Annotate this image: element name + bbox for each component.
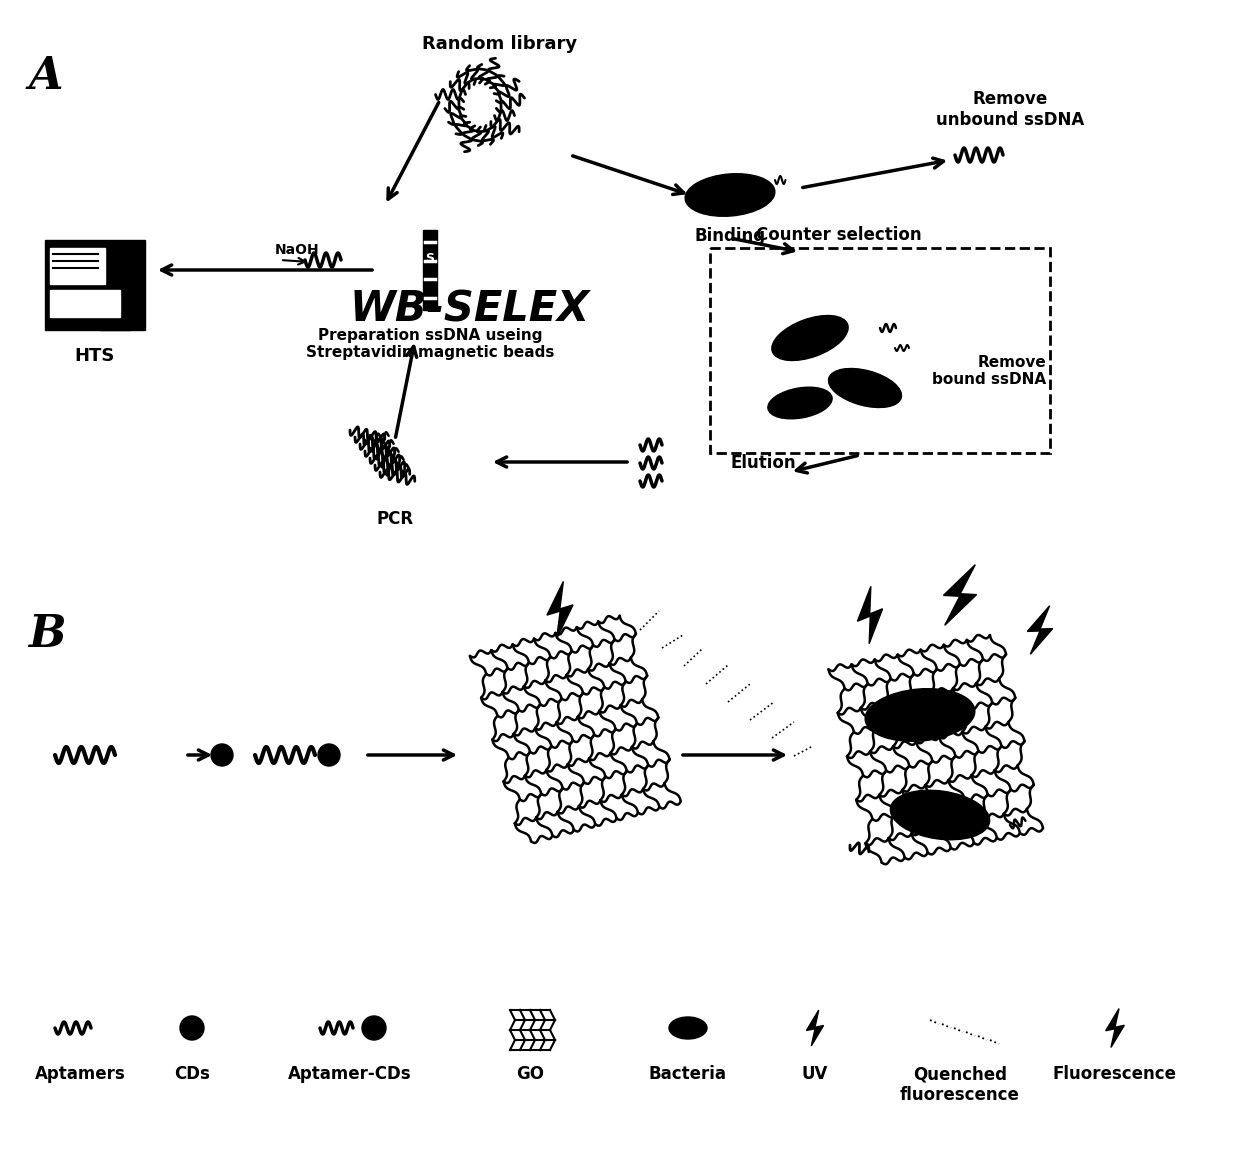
Ellipse shape — [866, 689, 975, 741]
Text: WB-SELEX: WB-SELEX — [350, 289, 590, 330]
Text: HTS: HTS — [74, 347, 115, 365]
Ellipse shape — [771, 315, 848, 361]
Ellipse shape — [890, 790, 990, 840]
Text: A: A — [29, 55, 62, 98]
Text: Random library: Random library — [423, 35, 578, 53]
Bar — [50, 248, 105, 283]
Polygon shape — [944, 564, 977, 626]
Text: S: S — [425, 252, 434, 265]
Ellipse shape — [768, 387, 832, 419]
Text: Aptamers: Aptamers — [35, 1065, 125, 1083]
Text: Quenched
fluorescence: Quenched fluorescence — [900, 1065, 1021, 1104]
Circle shape — [317, 744, 340, 766]
Polygon shape — [806, 1010, 823, 1045]
Text: UV: UV — [802, 1065, 828, 1083]
Bar — [100, 310, 130, 330]
Text: Remove
unbound ssDNA: Remove unbound ssDNA — [936, 91, 1084, 129]
Bar — [45, 240, 145, 330]
Polygon shape — [857, 587, 883, 643]
Text: Bacteria: Bacteria — [649, 1065, 727, 1083]
Polygon shape — [1106, 1009, 1125, 1048]
Text: Counter selection: Counter selection — [756, 226, 923, 243]
Ellipse shape — [670, 1017, 707, 1040]
Text: Preparation ssDNA useing
Streptavidin magnetic beads: Preparation ssDNA useing Streptavidin ma… — [306, 328, 554, 360]
Text: Fluorescence: Fluorescence — [1053, 1065, 1177, 1083]
Bar — [711, 248, 1050, 453]
Text: Remove
bound ssDNA: Remove bound ssDNA — [932, 355, 1047, 387]
Polygon shape — [1027, 606, 1053, 654]
Bar — [423, 230, 436, 310]
Text: CDs: CDs — [174, 1065, 210, 1083]
Text: Aptamer-CDs: Aptamer-CDs — [288, 1065, 412, 1083]
Polygon shape — [547, 581, 573, 639]
Text: Binding: Binding — [694, 227, 765, 245]
Ellipse shape — [828, 368, 901, 408]
Bar — [50, 290, 120, 318]
Text: PCR: PCR — [377, 510, 414, 528]
Circle shape — [362, 1016, 386, 1040]
Text: Elution: Elution — [730, 454, 796, 472]
Ellipse shape — [686, 174, 775, 216]
Text: NaOH: NaOH — [275, 243, 320, 258]
Circle shape — [180, 1016, 205, 1040]
Text: B: B — [29, 613, 66, 656]
Text: GO: GO — [516, 1065, 544, 1083]
Circle shape — [211, 744, 233, 766]
